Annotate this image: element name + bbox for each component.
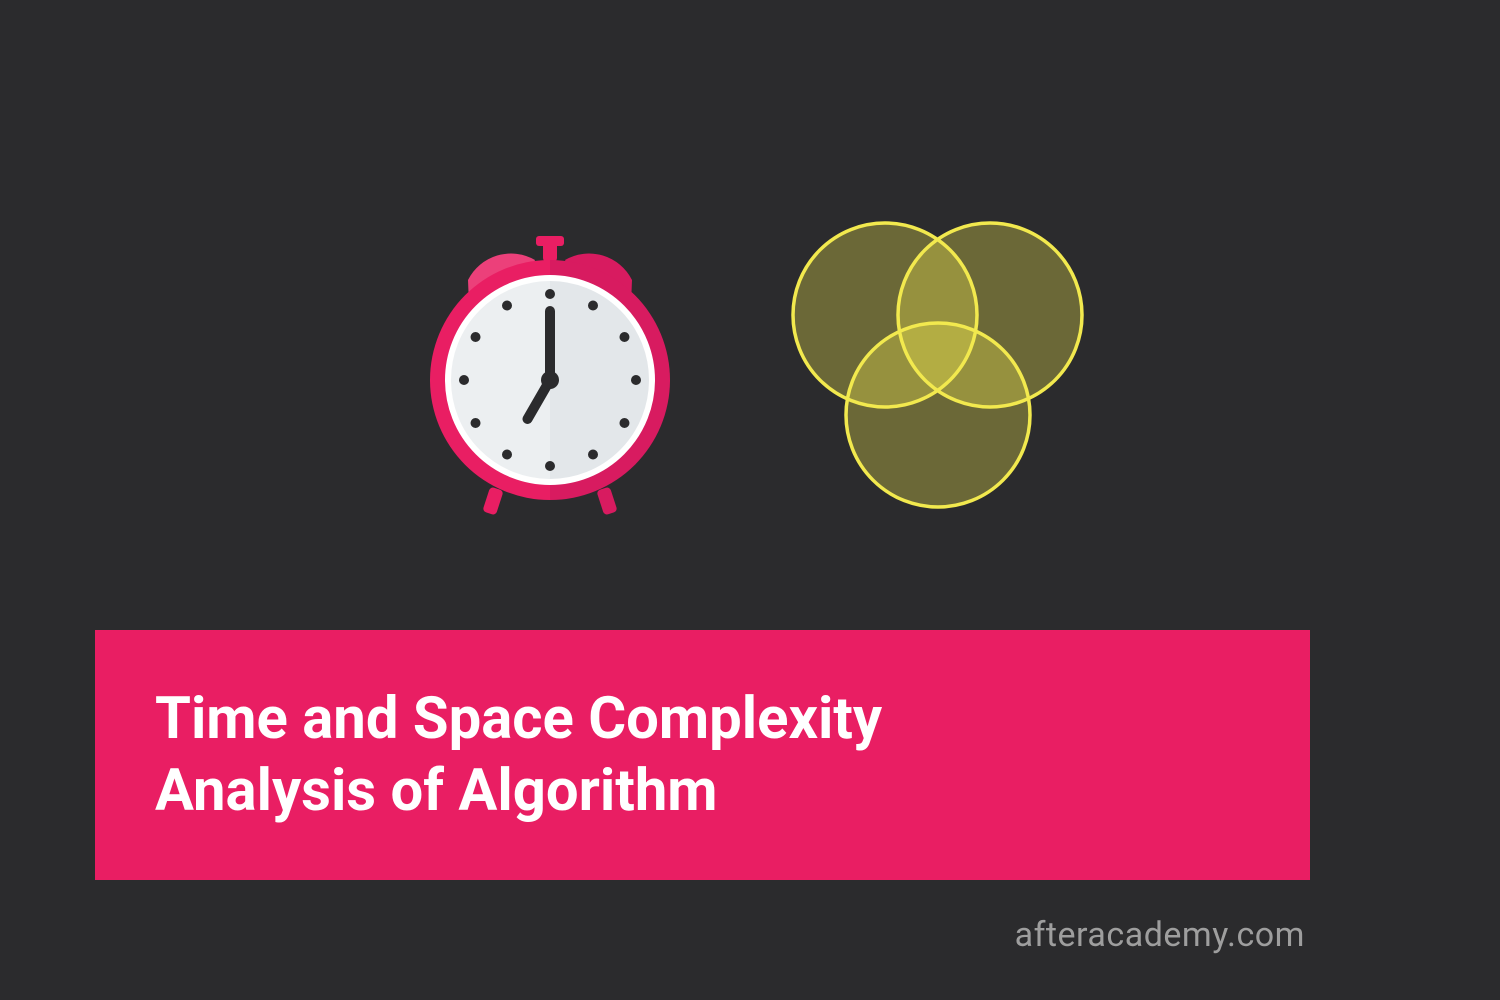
footer-attribution: afteracademy.com <box>1015 915 1305 955</box>
infographic-canvas: Time and Space Complexity Analysis of Al… <box>0 0 1500 1000</box>
graphics-row <box>400 205 1100 535</box>
alarm-clock-icon <box>400 220 700 520</box>
venn-diagram-icon <box>770 205 1100 535</box>
title-text: Time and Space Complexity Analysis of Al… <box>155 683 882 828</box>
title-banner: Time and Space Complexity Analysis of Al… <box>95 630 1310 880</box>
